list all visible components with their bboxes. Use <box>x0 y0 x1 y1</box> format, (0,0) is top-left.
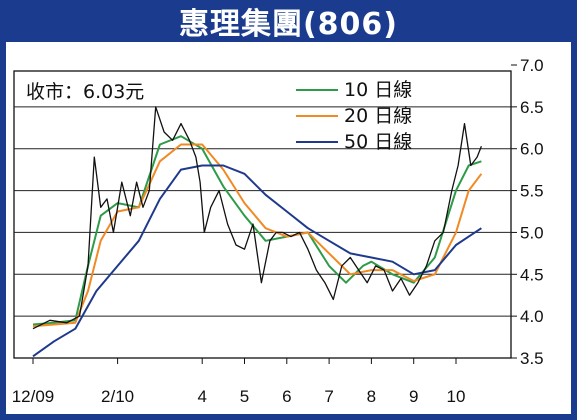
y-tick-label: 6.0 <box>520 140 544 159</box>
x-tick-label: 9 <box>409 387 418 406</box>
x-tick-label: 4 <box>197 387 206 406</box>
x-tick-label: 8 <box>367 387 376 406</box>
chart-title: 惠理集團(806) <box>178 7 399 42</box>
y-tick-label: 5.0 <box>520 223 544 242</box>
x-tick-label: 2/10 <box>101 387 134 406</box>
y-tick-label: 5.5 <box>520 182 544 201</box>
y-tick-label: 4.5 <box>520 265 544 284</box>
legend-label: 20 日線 <box>344 105 412 127</box>
x-tick-label: 6 <box>282 387 291 406</box>
moving-average-line <box>32 135 482 326</box>
y-tick-label: 4.0 <box>520 307 544 326</box>
close-annotation: 收市：6.03元 <box>26 81 144 103</box>
y-tick-label: 3.5 <box>520 349 544 368</box>
moving-average-line <box>32 143 483 328</box>
y-tick-label: 6.5 <box>520 98 544 117</box>
y-tick-label: 7.0 <box>520 56 544 75</box>
x-tick-label: 10 <box>447 387 466 406</box>
plot-area <box>13 70 512 359</box>
x-tick-label: 5 <box>240 387 249 406</box>
moving-average-line <box>32 164 482 358</box>
price-series-line <box>32 106 483 330</box>
x-tick-label: 7 <box>324 387 333 406</box>
legend-label: 50 日線 <box>344 131 412 153</box>
legend-label: 10 日線 <box>344 79 412 101</box>
x-tick-label: 12/09 <box>12 387 55 406</box>
